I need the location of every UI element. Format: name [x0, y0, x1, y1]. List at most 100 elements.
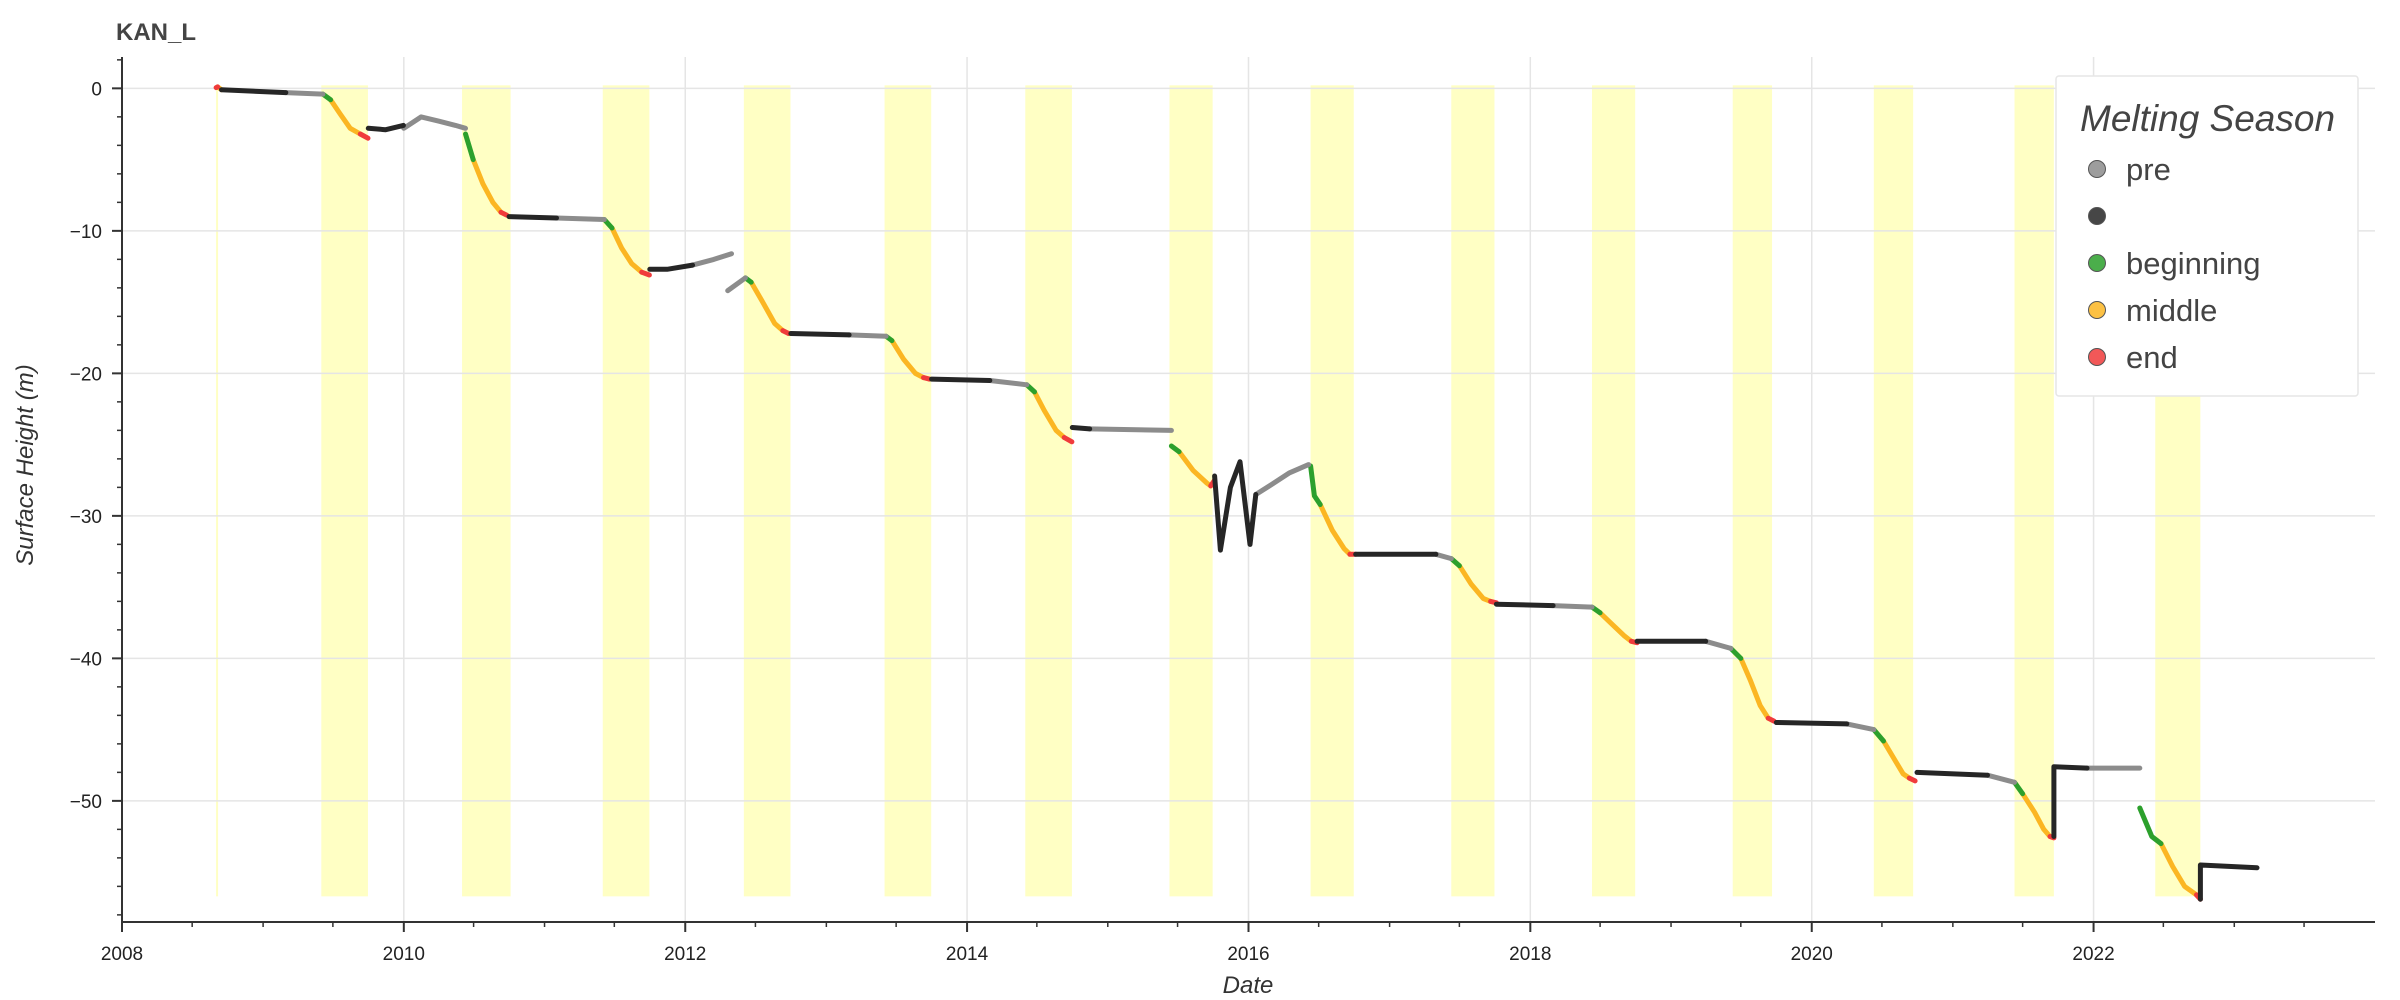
x-tick-label: 2022 [2072, 944, 2114, 965]
x-tick-label: 2014 [946, 944, 989, 965]
series-segment [1308, 463, 1323, 507]
legend-box [2055, 75, 2359, 397]
series-segment [506, 214, 559, 221]
melt-band [884, 85, 932, 897]
series-segment [929, 376, 993, 383]
series-segment [1881, 738, 1912, 781]
series-unlabeled [219, 87, 2260, 902]
series-segment [219, 87, 289, 96]
series-segment [1317, 502, 1353, 557]
x-tick-label: 2018 [1509, 944, 1551, 965]
x-tick-label: 2010 [383, 944, 425, 965]
series-segment [1765, 715, 1777, 724]
x-tick-label: 2020 [1791, 944, 1833, 965]
x-tick-label: 2016 [1227, 944, 1269, 965]
series-segment [2051, 764, 2090, 839]
series-segment [1061, 435, 1075, 445]
series-segment [639, 269, 652, 278]
series-segment [921, 375, 932, 382]
series-segment [780, 328, 792, 336]
melt-band [602, 85, 650, 897]
series-segment [401, 114, 468, 131]
series-segment [470, 157, 504, 215]
melt-band [1310, 85, 1354, 897]
melt-band [1025, 85, 1072, 897]
y-tick-label: −30 [70, 507, 102, 528]
melt-band [462, 85, 511, 897]
series-segment [498, 209, 510, 218]
legend-label: beginning [2126, 246, 2260, 281]
series-segment [1738, 655, 1771, 721]
series-segment [1087, 426, 1174, 433]
series-segment [357, 131, 371, 141]
legend-label: middle [2126, 293, 2217, 328]
y-axis-ticks: 0 −10 −20 −30 −40 −50 [70, 59, 122, 916]
melt-band [321, 85, 368, 897]
series-segment [889, 338, 926, 381]
series-pre [283, 90, 2143, 785]
series-segment [463, 131, 476, 163]
melt-band [1732, 85, 1773, 897]
legend-marker [2088, 348, 2106, 366]
series-segment [1703, 638, 1734, 651]
legend-title: Melting Season [2080, 98, 2335, 139]
legend: Melting Season pre beginning middle end [2055, 75, 2359, 397]
melt-band [1592, 85, 1636, 897]
series-segment [2020, 791, 2053, 839]
series-segment [609, 225, 645, 275]
series-segment [1493, 601, 1556, 609]
melt-band [743, 85, 791, 897]
series-segment [690, 251, 734, 268]
y-tick-label: −50 [70, 792, 102, 813]
series-segment [1032, 389, 1067, 440]
y-axis-label: Surface Height (m) [12, 364, 39, 565]
y-tick-label: 0 [91, 79, 102, 100]
series-segment [283, 90, 326, 97]
series-segment [2158, 841, 2199, 898]
series-segment [1906, 775, 1918, 784]
series-segment [725, 275, 748, 294]
y-tick-label: −40 [70, 649, 102, 670]
series-segment [1985, 772, 2017, 785]
legend-label: end [2126, 340, 2178, 375]
legend-marker [2088, 160, 2106, 178]
data-series [213, 84, 2260, 902]
series-segment [2137, 805, 2164, 847]
melt-bands [216, 85, 2201, 897]
series-segment [1069, 425, 1093, 432]
chart-title: KAN_L [116, 19, 196, 46]
series-segment [1597, 610, 1634, 644]
series-segment [365, 122, 406, 133]
series-segment [647, 262, 696, 272]
y-tick-label: −10 [70, 222, 102, 243]
x-tick-label: 2008 [101, 944, 143, 965]
series-segment [987, 378, 1030, 388]
series-segment [748, 279, 786, 334]
legend-marker [2088, 301, 2106, 319]
series-segment [846, 332, 889, 339]
series-segment [1168, 443, 1182, 455]
series-segment [554, 215, 607, 222]
series-segment [1433, 551, 1454, 562]
series-segment [2197, 862, 2260, 902]
series-segment [1456, 563, 1494, 604]
x-axis-label: Date [1223, 972, 1274, 999]
legend-marker [2088, 207, 2106, 225]
melt-band [1169, 85, 1213, 897]
series-segment [1212, 459, 1259, 553]
series-segment [328, 97, 363, 137]
legend-items: pre beginning middle end [2088, 152, 2260, 375]
series-segment [1253, 462, 1312, 497]
x-tick-label: 2012 [664, 944, 706, 965]
series-segment [1844, 721, 1877, 733]
series-segment [1550, 603, 1595, 610]
legend-label: pre [2126, 152, 2171, 187]
series-segment [1773, 720, 1850, 727]
series-segment [1914, 769, 1990, 778]
melt-band [2014, 85, 2054, 897]
melt-band [216, 85, 219, 897]
melt-band [1451, 85, 1495, 897]
legend-marker [2088, 254, 2106, 272]
x-axis-ticks: 2008 2010 2012 2014 2016 2018 2020 2022 [101, 922, 2305, 965]
